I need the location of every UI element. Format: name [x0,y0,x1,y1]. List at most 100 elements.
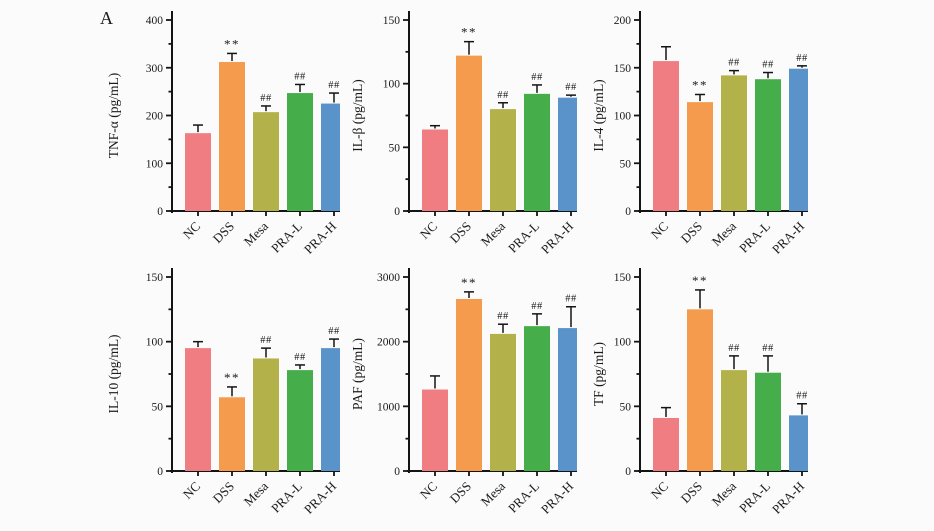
x-category-label: PRA-L [268,478,305,515]
x-category-label: Mesa [478,218,509,249]
y-axis-title: IL-10 (pg/mL) [106,334,121,413]
x-category-label: NC [180,219,203,242]
y-tick-label: 100 [146,337,164,349]
significance-marker: ## [328,80,340,91]
y-tick-label: 50 [620,158,632,170]
x-category-label: PRA-L [736,478,773,515]
bar-NC [422,389,448,471]
x-category-label: NC [648,479,671,502]
significance-marker: ** [692,273,708,288]
x-category-label: PRA-L [505,478,542,515]
x-category-label: DSS [210,479,237,506]
bar-DSS [687,102,713,211]
y-tick-label: 50 [389,142,401,154]
x-category-label: DSS [678,479,705,506]
y-tick-label: 300 [146,63,164,75]
y-tick-label: 150 [146,272,164,284]
y-tick-label: 100 [614,337,632,349]
x-category-label: PRA-H [769,219,807,257]
significance-marker: ## [531,72,543,83]
significance-marker: ## [728,343,740,354]
y-tick-label: 3000 [377,272,400,284]
x-category-label: Mesa [241,478,272,509]
bar-chart-svg: 0 50 100 150 NC ** DSS ## Mesa ## PRA-L ## PRA-H TF (… [591,268,819,517]
bar-chart-svg: 050100150NC**DSS##Mesa##PRA-L##PRA-HIL-β… [350,11,588,257]
bar-DSS [687,309,713,471]
bar-PRA-L [287,370,313,471]
significance-marker: ## [762,60,774,71]
y-tick-label: 200 [614,15,632,27]
x-category-label: DSS [447,219,474,246]
bar-PRA-L [524,93,550,211]
significance-marker: ## [497,311,509,322]
bar-NC [653,61,679,211]
y-tick-label: 0 [157,206,163,218]
y-tick-label: 100 [614,111,632,123]
bar-Mesa [490,109,516,211]
y-tick-label: 2000 [377,337,400,349]
x-category-label: NC [417,219,440,242]
bar-DSS [456,55,482,211]
y-tick-label: 400 [146,15,164,27]
bar-DSS [456,298,482,471]
significance-marker: ** [461,25,477,40]
y-tick-label: 0 [625,206,631,218]
significance-marker: ## [728,58,740,69]
x-category-label: PRA-L [736,218,773,255]
bar-Mesa [253,358,279,471]
y-tick-label: 50 [152,401,164,413]
x-category-label: Mesa [478,478,509,509]
bar-Mesa [253,112,279,211]
y-tick-label: 150 [614,63,632,75]
y-axis-title: TNF-α (pg/mL) [106,73,121,158]
x-category-label: DSS [210,219,237,246]
significance-marker: ## [796,53,808,64]
bar-Mesa [721,75,747,211]
bar-DSS [219,397,245,471]
significance-marker: ## [260,335,272,346]
bar-chart-svg: 050100150NC**DSS##Mesa##PRA-L##PRA-HIL-1… [106,268,351,517]
significance-marker: ## [531,301,543,312]
bar-PRA-H [789,415,815,471]
chart-il-4: 0 50 100 150 200 NC ** DSS ## Mesa ## PRA-L ## PRA-H I… [558,0,819,265]
y-axis-title: TF (pg/mL) [591,342,606,406]
bar-PRA-L [755,79,781,212]
x-category-label: NC [180,479,203,502]
significance-marker: ** [224,36,240,51]
significance-marker: ** [461,275,477,290]
x-category-label: PRA-L [505,218,542,255]
significance-marker: ## [565,294,577,305]
x-category-label: PRA-H [769,479,807,517]
bar-Mesa [490,333,516,471]
bar-PRA-L [524,326,550,471]
chart-tnf-alpha: 0 100 200 300 400 NC ** DSS ## Mesa ## PRA-L ## PRA-H… [90,0,351,265]
x-category-label: DSS [447,479,474,506]
bar-chart-svg: 0 50 100 150 200 NC ** DSS ## Mesa ## PRA-L ## PRA-H I… [591,11,819,257]
bar-chart-svg: 0100200300400NC**DSS##Mesa##PRA-L##PRA-H… [106,11,351,257]
x-category-label: Mesa [709,218,740,249]
bar-NC [185,348,211,471]
bar-chart-svg: 0100020003000NC**DSS##Mesa##PRA-L##PRA-H… [350,268,588,517]
significance-marker: ## [328,326,340,337]
y-tick-label: 100 [146,158,164,170]
x-category-label: Mesa [241,218,272,249]
y-tick-label: 0 [157,466,163,478]
y-tick-label: 50 [620,401,632,413]
bar-PRA-H [789,68,815,211]
bar-NC [422,129,448,211]
x-category-label: Mesa [709,478,740,509]
y-tick-label: 0 [625,466,631,478]
x-category-label: NC [648,219,671,242]
bar-DSS [219,62,245,211]
bar-NC [185,133,211,211]
y-tick-label: 200 [146,111,164,123]
y-tick-label: 0 [394,466,400,478]
x-category-label: PRA-L [268,218,305,255]
significance-marker: ## [762,343,774,354]
significance-marker: ## [260,93,272,104]
y-tick-label: 150 [383,15,401,27]
bar-NC [653,417,679,471]
y-tick-label: 100 [383,79,401,91]
bar-PRA-L [287,93,313,211]
